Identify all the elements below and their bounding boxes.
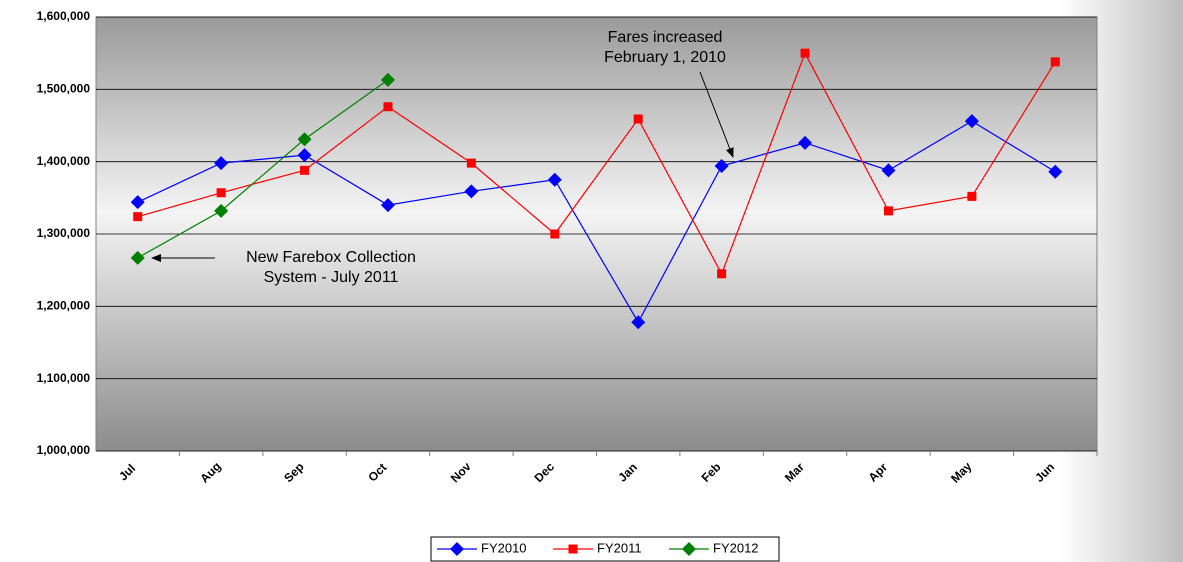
data-point <box>214 203 229 218</box>
data-point <box>1050 57 1060 67</box>
data-point <box>1048 164 1063 179</box>
data-point <box>881 163 896 178</box>
data-point <box>464 184 479 199</box>
x-tick-label: Sep <box>281 460 306 485</box>
data-point <box>133 212 143 222</box>
data-point <box>883 206 893 216</box>
data-point <box>216 188 226 198</box>
legend-box <box>430 536 780 562</box>
series-line <box>137 79 389 259</box>
data-point <box>380 198 395 213</box>
data-point <box>714 159 729 174</box>
y-tick-label: 1,100,000 <box>37 371 91 385</box>
data-point <box>297 148 312 163</box>
annotation-arrow <box>699 71 734 158</box>
data-point <box>383 102 393 112</box>
data-point <box>214 156 229 171</box>
data-point <box>967 191 977 201</box>
y-tick-label: 1,400,000 <box>37 154 91 168</box>
data-point <box>717 269 727 279</box>
data-point <box>800 48 810 58</box>
data-point <box>547 172 562 187</box>
x-tick-label: Jun <box>1032 460 1057 485</box>
y-tick-label: 1,600,000 <box>37 9 91 23</box>
x-tick-label: Mar <box>782 460 807 485</box>
x-tick-label: Oct <box>365 460 389 484</box>
y-tick-label: 1,500,000 <box>37 82 91 96</box>
x-tick-label: Jul <box>116 461 138 483</box>
data-point <box>466 158 476 168</box>
series-line <box>137 120 1056 324</box>
series-line <box>137 51 1056 276</box>
annotation: System - July 2011 <box>264 269 399 286</box>
y-tick-label: 1,300,000 <box>37 226 91 240</box>
annotation: New Farebox Collection <box>246 249 416 266</box>
legend-marker <box>568 544 578 554</box>
x-tick-label: Dec <box>531 459 557 485</box>
data-point <box>300 165 310 175</box>
data-point <box>798 135 813 150</box>
data-point <box>631 315 646 330</box>
x-tick-label: Nov <box>448 459 474 485</box>
legend-label: FY2011 <box>597 540 642 555</box>
legend-label: FY2012 <box>713 540 759 555</box>
data-point <box>964 114 979 129</box>
legend-marker <box>682 542 696 556</box>
x-tick-label: Apr <box>866 460 891 485</box>
y-tick-label: 1,200,000 <box>37 299 91 313</box>
x-tick-label: May <box>948 459 975 486</box>
legend-label: FY2010 <box>481 540 527 555</box>
x-tick-label: Feb <box>699 460 724 485</box>
x-tick-label: Jan <box>615 460 640 485</box>
data-point <box>130 195 145 210</box>
annotation: Fares increased <box>608 29 723 46</box>
data-point <box>550 229 560 239</box>
x-tick-label: Aug <box>197 459 223 485</box>
legend-marker <box>450 542 464 556</box>
data-point <box>633 114 643 124</box>
data-point <box>380 72 395 87</box>
annotation: February 1, 2010 <box>604 49 726 66</box>
data-point <box>130 250 145 265</box>
y-tick-label: 1,000,000 <box>37 443 91 457</box>
data-point <box>297 132 312 147</box>
